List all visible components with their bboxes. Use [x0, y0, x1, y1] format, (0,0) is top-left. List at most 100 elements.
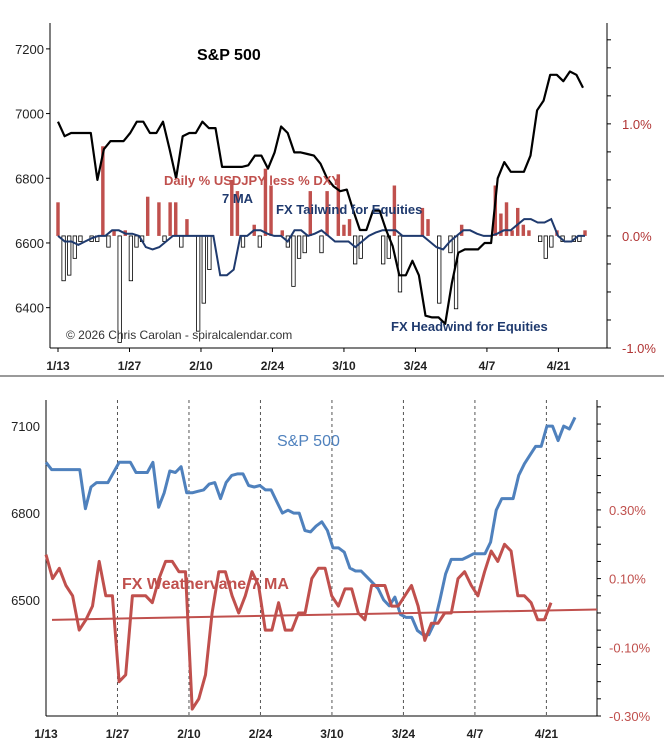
fx-bar — [342, 224, 346, 236]
fx-bar — [543, 235, 548, 259]
fx-bar — [145, 196, 150, 236]
fx-bar — [420, 207, 425, 236]
fx-bar — [510, 230, 514, 236]
headwind-label: FX Headwind for Equities — [391, 319, 548, 334]
fx-bar — [157, 202, 161, 236]
fx-bar — [201, 235, 206, 304]
fx-bar — [174, 202, 178, 236]
fx-bar — [583, 230, 587, 236]
fx-bar — [448, 235, 453, 254]
top-x-tick-label: 1/13 — [46, 359, 70, 373]
top-x-tick-label: 2/24 — [261, 359, 285, 373]
bottom-right-tick-label: -0.30% — [609, 709, 651, 724]
fx-bar — [499, 213, 503, 236]
bottom-chart: 1/13 1/27 2/10 2/24 3/10 3/24 4/7 4/21 6500 6800 7… — [11, 400, 651, 741]
fx-bar — [296, 235, 302, 259]
fx-bar — [78, 235, 83, 242]
fx-bar — [185, 219, 189, 236]
top-left-tick-label: 6600 — [15, 236, 44, 251]
top-left-tick-label: 6800 — [15, 171, 44, 186]
fx-bar — [308, 191, 313, 236]
bottom-x-tick-label: 4/21 — [535, 727, 559, 741]
top-left-tick-label: 7000 — [15, 107, 44, 122]
fx-bar — [392, 185, 397, 236]
top-x-tick-label: 4/7 — [479, 359, 496, 373]
top-tick-labels: 6400 6600 6800 7000 7200 -1.0% 0.0% 1.0% 1/13 1/2… — [15, 42, 656, 373]
fx-bar — [263, 168, 268, 236]
fx-bar — [397, 235, 403, 293]
bottom-left-tick-label: 6500 — [11, 593, 40, 608]
fx-bar — [381, 235, 386, 265]
top-x-tick-label: 1/27 — [118, 359, 142, 373]
fx-bar — [56, 202, 60, 236]
fx-bar — [207, 235, 212, 270]
copyright-label: © 2026 Chris Carolan - spiralcalendar.co… — [66, 328, 292, 342]
fx-bar — [291, 235, 296, 287]
top-x-tick-label: 4/21 — [547, 359, 571, 373]
fx-bar — [61, 235, 66, 282]
fx-bar — [235, 191, 240, 236]
bottom-right-tick-label: -0.10% — [609, 640, 651, 655]
fx-bar — [280, 230, 284, 236]
top-right-tick-label: 0.0% — [622, 229, 652, 244]
fx-bar — [319, 235, 324, 254]
top-chart-title: S&P 500 — [197, 47, 261, 64]
fx-bar — [134, 235, 139, 248]
bottom-x-tick-label: 4/7 — [467, 727, 484, 741]
fx-bar — [527, 230, 531, 236]
spx-line-bottom — [44, 416, 577, 637]
bars-label: Daily % USDJPY less % DXY — [164, 173, 340, 188]
fx-bar — [358, 235, 363, 259]
top-left-tick-label: 6400 — [15, 301, 44, 316]
bottom-axes — [45, 400, 601, 717]
bottom-left-tick-label: 7100 — [11, 419, 40, 434]
fx-bar — [347, 219, 352, 236]
bottom-tick-labels: 1/13 1/27 2/10 2/24 3/10 3/24 4/7 4/21 6500 6800 7… — [11, 419, 651, 741]
top-axes — [46, 23, 611, 352]
bottom-x-tick-label: 1/13 — [34, 727, 58, 741]
bottom-lines — [44, 416, 598, 711]
weathervane-label: FX Weathervane 7 MA — [122, 576, 289, 593]
fx-bar — [128, 235, 134, 282]
weathervane-trend-line — [51, 608, 598, 621]
fx-bar — [325, 191, 329, 236]
fx-bar — [269, 185, 273, 236]
fx-bar — [521, 224, 526, 236]
fx-bar — [302, 235, 307, 254]
fx-bar — [516, 207, 520, 236]
top-right-tick-label: 1.0% — [622, 117, 652, 132]
bottom-right-tick-label: 0.10% — [609, 572, 646, 587]
fx-bar — [101, 146, 105, 236]
top-chart: 6400 6600 6800 7000 7200 -1.0% 0.0% 1.0% 1/13 1/2… — [15, 23, 656, 373]
fx-bar — [437, 235, 442, 304]
fx-bar — [549, 235, 554, 248]
fx-bar — [230, 179, 234, 236]
bottom-x-tick-label: 1/27 — [106, 727, 130, 741]
bottom-x-tick-label: 2/10 — [177, 727, 201, 741]
top-lines — [56, 70, 585, 325]
bottom-right-tick-label: 0.30% — [609, 503, 646, 518]
fx-bar — [117, 235, 122, 343]
top-x-tick-label: 3/24 — [404, 359, 428, 373]
top-right-tick-label: -1.0% — [622, 341, 656, 356]
fx-bar — [106, 235, 111, 248]
spx-line-top — [56, 70, 584, 325]
fx-bar — [67, 235, 72, 276]
top-x-tick-label: 3/10 — [332, 359, 356, 373]
tailwind-label: FX Tailwind for Equities — [276, 202, 422, 217]
ma-label: 7 MA — [222, 191, 254, 206]
fx-bar — [240, 235, 246, 248]
bottom-left-tick-label: 6800 — [11, 506, 40, 521]
fx-bar — [179, 235, 184, 248]
fx-bar — [426, 219, 430, 236]
fx-bar — [112, 230, 116, 236]
weathervane-line — [44, 542, 553, 711]
bottom-chart-title: S&P 500 — [277, 433, 340, 450]
fx-bar — [336, 174, 341, 236]
fx-bar — [257, 235, 262, 248]
top-left-tick-label: 7200 — [15, 42, 44, 57]
top-x-tick-label: 2/10 — [189, 359, 213, 373]
fx-bar — [196, 235, 201, 332]
bottom-x-tick-label: 3/24 — [392, 727, 416, 741]
fx-bar — [504, 202, 509, 236]
